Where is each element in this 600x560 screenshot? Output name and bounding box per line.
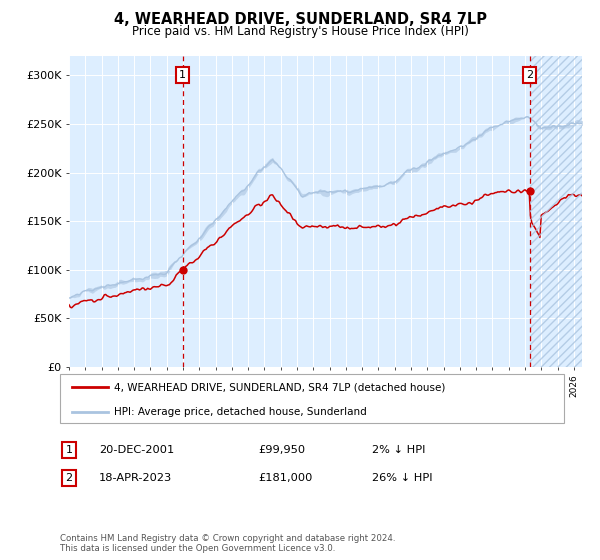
Text: HPI: Average price, detached house, Sunderland: HPI: Average price, detached house, Sund… xyxy=(114,407,367,417)
Text: 26% ↓ HPI: 26% ↓ HPI xyxy=(372,473,433,483)
Text: 18-APR-2023: 18-APR-2023 xyxy=(99,473,172,483)
Text: £181,000: £181,000 xyxy=(258,473,313,483)
Text: Contains HM Land Registry data © Crown copyright and database right 2024.
This d: Contains HM Land Registry data © Crown c… xyxy=(60,534,395,553)
Text: 2: 2 xyxy=(65,473,73,483)
Bar xyxy=(530,56,582,367)
Text: 1: 1 xyxy=(65,445,73,455)
Text: £99,950: £99,950 xyxy=(258,445,305,455)
Text: 20-DEC-2001: 20-DEC-2001 xyxy=(99,445,174,455)
Text: 1: 1 xyxy=(179,70,186,80)
Text: 2% ↓ HPI: 2% ↓ HPI xyxy=(372,445,425,455)
Text: 4, WEARHEAD DRIVE, SUNDERLAND, SR4 7LP: 4, WEARHEAD DRIVE, SUNDERLAND, SR4 7LP xyxy=(113,12,487,27)
Text: Price paid vs. HM Land Registry's House Price Index (HPI): Price paid vs. HM Land Registry's House … xyxy=(131,25,469,38)
Text: 2: 2 xyxy=(526,70,533,80)
Text: 4, WEARHEAD DRIVE, SUNDERLAND, SR4 7LP (detached house): 4, WEARHEAD DRIVE, SUNDERLAND, SR4 7LP (… xyxy=(114,382,445,393)
